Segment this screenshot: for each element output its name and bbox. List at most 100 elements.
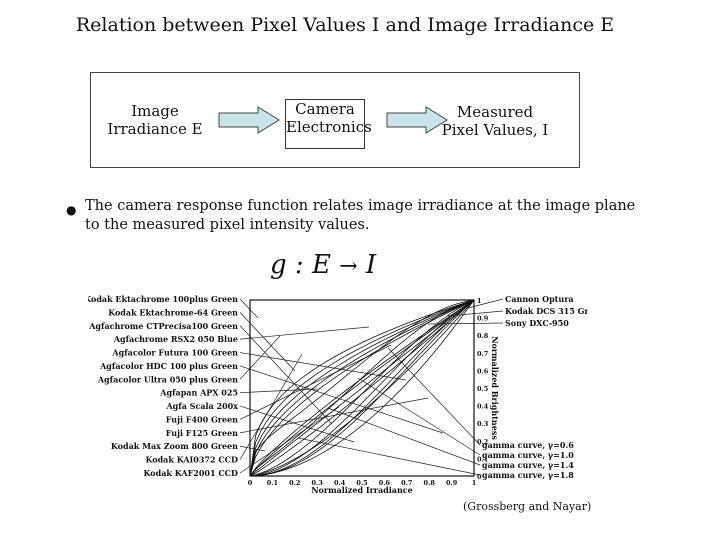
slide-title: Relation between Pixel Values I and Imag… — [75, 14, 615, 36]
response-curve — [249, 299, 475, 477]
x-tick-label: 0.4 — [334, 479, 346, 487]
x-tick-label: 0.8 — [424, 479, 436, 487]
response-curve — [249, 299, 475, 477]
x-tick-label: 0.9 — [446, 479, 458, 487]
leader-line — [239, 325, 333, 425]
formula-e: E — [311, 250, 331, 280]
y-tick-label: 0.8 — [477, 332, 489, 340]
bullet-text: The camera response function relates ima… — [85, 198, 636, 233]
y-tick-label: 0.4 — [477, 403, 489, 411]
left-curve-label: Agfacolor HDC 100 plus Green — [99, 361, 238, 371]
leader-line — [239, 326, 370, 340]
left-curve-label: Fuji F125 Green — [166, 428, 238, 438]
leader-line — [447, 310, 504, 317]
plot-frame — [249, 299, 475, 477]
citation: (Grossberg and Nayar) — [463, 500, 592, 513]
right-label-column: Cannon Optura Kodak DCS 315 Green Sony DXC… — [482, 294, 588, 480]
y-tick-label: 0 — [477, 473, 482, 481]
right-curve-label: Sony DXC-950 — [505, 318, 569, 328]
leader-line — [327, 407, 481, 466]
left-curve-label: Kodak Max Zoom 800 Green — [111, 441, 238, 451]
process-node-camera-electronics: Camera Electronics — [285, 99, 372, 149]
y-tick-labels: 1 0.9 0.8 0.7 0.6 0.5 0.4 0.3 0.2 0.1 0 — [477, 297, 489, 481]
x-tick-label: 0.2 — [289, 479, 300, 487]
x-tick-labels: 0 0.1 0.2 0.3 0.4 0.5 0.6 0.7 0.8 0.9 1 — [248, 479, 477, 487]
x-tick-label: 0.1 — [267, 479, 278, 487]
leader-line — [239, 397, 429, 434]
input-node-line1: Image — [131, 102, 179, 120]
flow-arrow-1 — [218, 106, 280, 134]
input-node-line2: Irradiance E — [107, 120, 203, 138]
flow-diagram-frame — [90, 72, 580, 168]
response-curve — [249, 299, 475, 477]
y-tick-label: 0.7 — [477, 350, 488, 358]
response-curves-figure: Kodak Ektachrome 100plus Green Kodak Ekta… — [88, 294, 588, 495]
left-curve-label: Agfapan APX 025 — [159, 388, 238, 398]
output-node-line1: Measured — [456, 103, 534, 121]
y-tick-label: 0.3 — [477, 420, 489, 428]
x-tick-label: 0 — [248, 479, 253, 487]
process-node-line2: Electronics — [286, 118, 372, 136]
response-curve — [249, 299, 475, 477]
response-curve — [249, 299, 475, 477]
formula-i: I — [365, 250, 377, 280]
right-curve-label: Cannon Optura — [505, 294, 574, 304]
left-curve-label: Kodak Ektachrome-64 Green — [108, 307, 238, 317]
leader-line — [357, 377, 481, 456]
leader-line — [239, 406, 340, 474]
leader-line — [239, 405, 355, 443]
gamma-curve-label: gamma curve, γ=1.4 — [482, 460, 574, 470]
gamma-curve-label: gamma curve, γ=1.0 — [482, 450, 574, 460]
left-curve-label: Kodak KAI0372 CCD — [145, 455, 238, 465]
leader-line — [239, 445, 266, 452]
process-node-line1: Camera — [295, 100, 355, 118]
response-curve — [249, 299, 475, 477]
response-curve — [249, 299, 475, 477]
gamma-curve-label: gamma curve, γ=0.6 — [482, 440, 574, 450]
response-curve — [249, 299, 475, 477]
x-tick-label: 0.6 — [379, 479, 391, 487]
response-curve — [249, 299, 475, 477]
left-curve-label: Agfachrome CTPrecisa100 Green — [88, 321, 238, 331]
left-curve-label: Fuji F400 Green — [166, 414, 238, 424]
x-tick-label: 0.7 — [401, 479, 412, 487]
leader-line — [239, 312, 296, 372]
output-node-pixel-values: Measured Pixel Values, I — [440, 103, 550, 139]
left-curve-label: Agfachrome RSX2 050 Blue — [113, 334, 238, 344]
right-curve-label: Kodak DCS 315 Green — [505, 306, 588, 316]
left-curve-label: Agfacolor Ultra 050 plus Green — [97, 374, 238, 384]
leader-line — [239, 353, 303, 460]
left-label-column: Kodak Ektachrome 100plus Green Kodak Ekta… — [88, 294, 238, 478]
response-curve — [249, 299, 475, 477]
formula-arrow: → — [339, 254, 358, 279]
left-curve-label: Agfa Scala 200x — [165, 401, 238, 411]
flow-arrow-2 — [386, 106, 448, 134]
y-tick-label: 0.6 — [477, 367, 489, 375]
response-curve — [249, 299, 475, 477]
y-tick-label: 1 — [477, 297, 482, 305]
leader-line — [239, 335, 281, 380]
formula-g: g — [270, 250, 287, 280]
y-tick-label: 0.9 — [477, 315, 489, 323]
input-node-image-irradiance: Image Irradiance E — [100, 102, 210, 138]
y-tick-label: 0.5 — [477, 385, 489, 393]
leader-lines — [239, 298, 504, 476]
response-function-formula: g : E → I — [270, 250, 376, 280]
left-curve-label: Kodak KAF2001 CCD — [144, 468, 239, 478]
response-curves — [249, 299, 475, 477]
x-tick-label: 1 — [472, 479, 477, 487]
left-curve-label: Agfacolor Futura 100 Green — [111, 348, 238, 358]
response-curve — [249, 299, 475, 477]
left-curve-label: Kodak Ektachrome 100plus Green — [88, 294, 238, 304]
leader-line — [387, 347, 481, 446]
x-tick-label: 0.3 — [312, 479, 324, 487]
x-axis-label: Normalized Irradiance — [311, 485, 413, 495]
response-curve — [249, 299, 475, 477]
x-tick-label: 0.5 — [356, 479, 368, 487]
leader-line — [239, 298, 259, 319]
bullet-dot-icon: ● — [66, 203, 77, 217]
leader-line — [239, 388, 318, 394]
leader-line — [239, 365, 444, 434]
leader-line — [297, 437, 481, 476]
response-curve — [249, 299, 475, 477]
